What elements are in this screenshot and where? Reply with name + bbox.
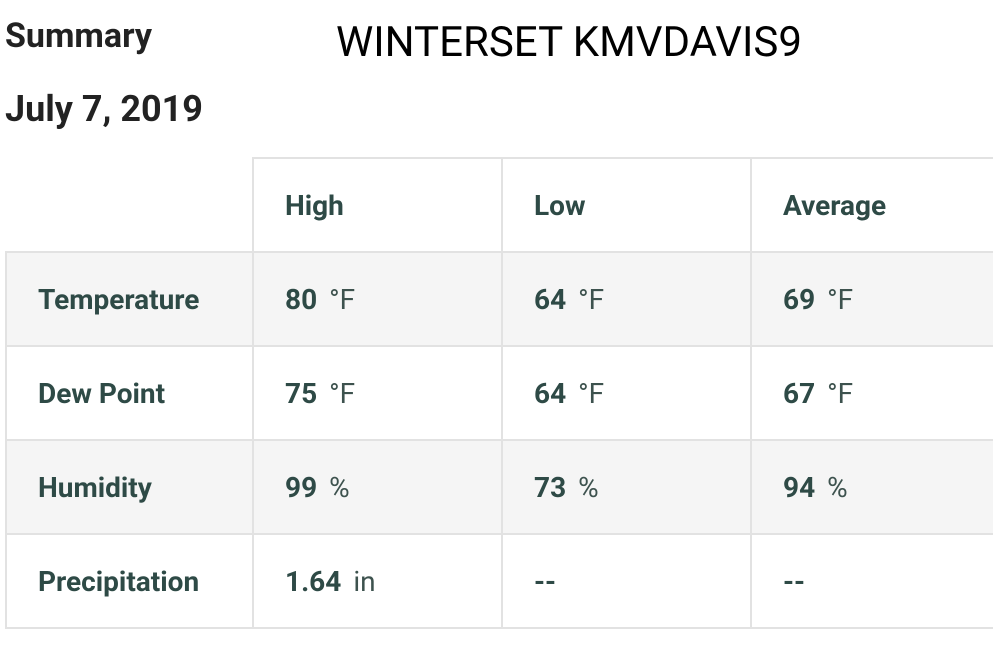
station-name: WINTERSET KMVDAVIS9 (336, 18, 802, 67)
cell-unit: % (827, 470, 848, 504)
cell-unit: % (329, 470, 350, 504)
table-row: Humidity 99% 73% 94% (5, 439, 993, 535)
cell-value: 64 (534, 282, 567, 316)
table-row: Precipitation 1.64 in -- -- (5, 533, 993, 629)
blank-header (6, 158, 254, 253)
cell-unit: °F (329, 376, 356, 410)
column-header: High (252, 157, 503, 253)
table-cell: -- (501, 533, 752, 629)
table-cell: 1.64 in (252, 533, 503, 629)
header-row: High Low Average (6, 157, 993, 253)
summary-date: July 7, 2019 (5, 88, 203, 130)
cell-value: 73 (534, 470, 567, 504)
cell-value: 69 (783, 282, 816, 316)
row-label: Humidity (5, 439, 254, 535)
cell-value: 64 (534, 376, 567, 410)
row-label: Temperature (5, 251, 254, 347)
cell-unit: °F (827, 282, 854, 316)
cell-unit: °F (329, 282, 356, 316)
row-label: Dew Point (5, 345, 254, 441)
table-cell: 73% (501, 439, 752, 535)
table-cell: 69 °F (750, 251, 993, 347)
column-header: Low (501, 157, 752, 253)
cell-value: -- (534, 564, 557, 598)
cell-value: -- (783, 564, 806, 598)
summary-title: Summary (5, 16, 152, 56)
cell-value: 80 (285, 282, 318, 316)
cell-value: 67 (783, 376, 816, 410)
table-cell: 64 °F (501, 345, 752, 441)
table-cell: 64 °F (501, 251, 752, 347)
cell-unit: °F (827, 376, 854, 410)
cell-value: 94 (783, 470, 816, 504)
table-cell: 99% (252, 439, 503, 535)
table-row: Temperature 80 °F 64 °F 69 °F (5, 251, 993, 347)
table-cell: 94% (750, 439, 993, 535)
cell-unit: °F (578, 376, 605, 410)
table-body: Temperature 80 °F 64 °F 69 °F Dew Point 75 °F 64 °F… (5, 251, 993, 629)
cell-value: 99 (285, 470, 318, 504)
table-cell: 75 °F (252, 345, 503, 441)
cell-value: 1.64 (285, 564, 342, 598)
cell-unit: % (578, 470, 599, 504)
row-label: Precipitation (5, 533, 254, 629)
cell-value: 75 (285, 376, 318, 410)
cell-unit: °F (578, 282, 605, 316)
table-cell: 80 °F (252, 251, 503, 347)
column-header: Average (750, 157, 993, 253)
table-cell: -- (750, 533, 993, 629)
table-row: Dew Point 75 °F 64 °F 67 °F (5, 345, 993, 441)
table-cell: 67 °F (750, 345, 993, 441)
cell-unit: in (353, 564, 376, 598)
summary-table: High Low Average Temperature 80 °F 64 °F 69 °F De… (5, 157, 993, 629)
